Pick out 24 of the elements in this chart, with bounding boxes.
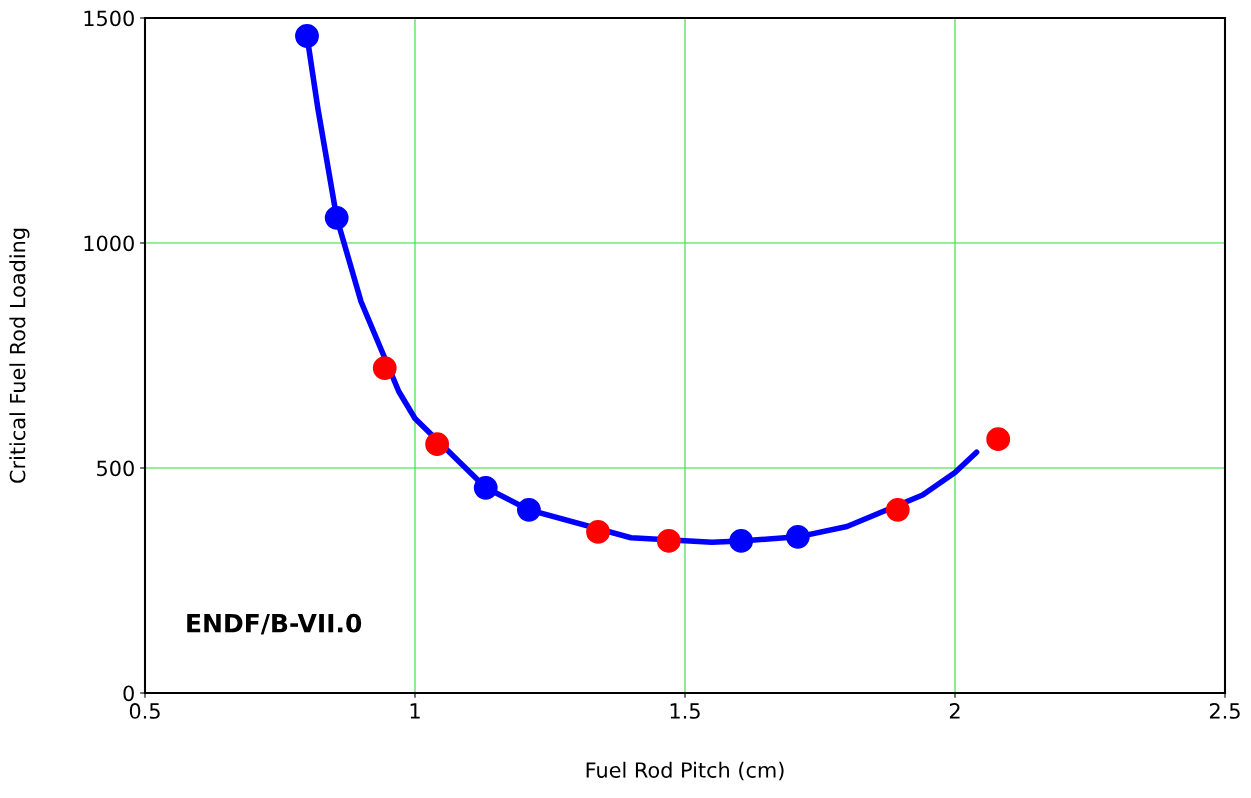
point bbox=[785, 524, 810, 549]
point bbox=[885, 497, 910, 522]
y-axis-title: Critical Fuel Rod Loading bbox=[9, 228, 30, 483]
x-tick-label: 2.5 bbox=[1209, 703, 1240, 719]
point bbox=[986, 427, 1011, 452]
point bbox=[372, 356, 397, 380]
y-tick-label: 500 bbox=[97, 460, 134, 477]
x-tick-label: 2 bbox=[949, 703, 960, 719]
point bbox=[586, 520, 610, 544]
annotation: ENDF/B-VII.0 bbox=[187, 613, 362, 635]
point bbox=[517, 497, 541, 522]
y-tick-label: 1000 bbox=[84, 235, 134, 252]
point bbox=[473, 475, 498, 500]
point bbox=[656, 529, 681, 553]
point bbox=[425, 432, 450, 457]
y-tick-label: 0 bbox=[123, 685, 134, 702]
point bbox=[324, 205, 349, 230]
x-tick-label: 0.5 bbox=[129, 703, 160, 719]
x-axis-title: Fuel Rod Pitch (cm) bbox=[586, 761, 784, 781]
x-tick-label: 1 bbox=[410, 703, 420, 719]
point bbox=[295, 24, 319, 48]
point bbox=[729, 529, 754, 553]
y-tick-label: 1500 bbox=[84, 10, 134, 27]
x-tick-label: 1.5 bbox=[670, 703, 700, 719]
